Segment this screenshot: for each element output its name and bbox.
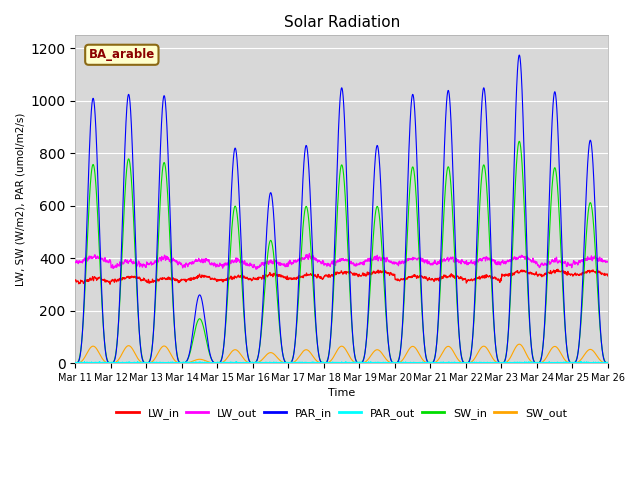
Text: BA_arable: BA_arable xyxy=(89,48,155,61)
Legend: LW_in, LW_out, PAR_in, PAR_out, SW_in, SW_out: LW_in, LW_out, PAR_in, PAR_out, SW_in, S… xyxy=(112,403,572,423)
Y-axis label: LW, SW (W/m2), PAR (umol/m2/s): LW, SW (W/m2), PAR (umol/m2/s) xyxy=(15,112,25,286)
Title: Solar Radiation: Solar Radiation xyxy=(284,15,400,30)
X-axis label: Time: Time xyxy=(328,388,355,398)
